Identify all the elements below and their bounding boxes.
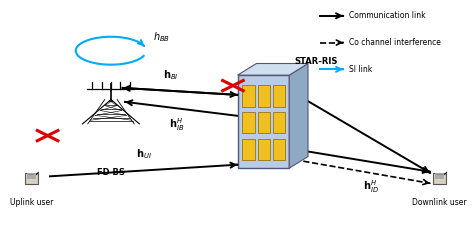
Text: $\mathbf{h}_{BI}$: $\mathbf{h}_{BI}$ [163, 68, 179, 82]
Text: $\mathbf{h}_{IB}^{H}$: $\mathbf{h}_{IB}^{H}$ [169, 116, 184, 133]
Polygon shape [237, 63, 308, 75]
Text: Communication link: Communication link [349, 11, 426, 20]
Text: Co channel interference: Co channel interference [349, 38, 441, 47]
Polygon shape [273, 85, 285, 106]
Polygon shape [237, 75, 289, 168]
Polygon shape [242, 112, 255, 133]
Text: STAR-RIS: STAR-RIS [294, 57, 337, 66]
Polygon shape [27, 173, 36, 179]
Polygon shape [28, 174, 35, 175]
Text: $\mathbf{h}_{ID}^{H}$: $\mathbf{h}_{ID}^{H}$ [364, 178, 379, 195]
Polygon shape [258, 112, 270, 133]
Polygon shape [433, 173, 446, 184]
Polygon shape [435, 173, 444, 179]
Text: $\mathbf{h}_{UI}$: $\mathbf{h}_{UI}$ [136, 147, 152, 161]
Text: FD BS: FD BS [97, 168, 125, 177]
Polygon shape [25, 173, 38, 184]
Polygon shape [289, 63, 308, 168]
Polygon shape [436, 174, 443, 175]
Polygon shape [258, 139, 270, 160]
Polygon shape [273, 139, 285, 160]
Text: Downlink user: Downlink user [412, 198, 467, 207]
Text: Uplink user: Uplink user [9, 198, 53, 207]
Polygon shape [242, 85, 255, 106]
Text: SI link: SI link [349, 65, 372, 74]
Polygon shape [258, 85, 270, 106]
Text: $h_{BB}$: $h_{BB}$ [153, 30, 170, 44]
Polygon shape [242, 139, 255, 160]
Polygon shape [273, 112, 285, 133]
